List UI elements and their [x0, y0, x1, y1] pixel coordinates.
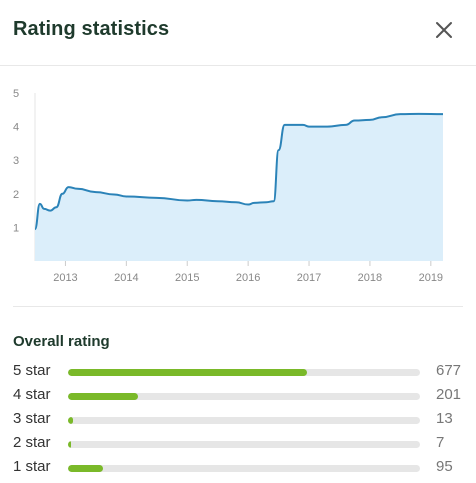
star-row: 5 star 677 — [13, 362, 463, 382]
x-tick-label: 2016 — [236, 272, 260, 284]
rating-bar-track — [68, 465, 420, 472]
star-count: 95 — [436, 458, 453, 475]
y-tick-label: 5 — [13, 88, 19, 100]
rating-bar-fill — [68, 465, 104, 472]
x-tick-label: 2013 — [53, 272, 77, 284]
close-icon — [436, 22, 452, 38]
section-divider — [13, 306, 463, 307]
star-row: 1 star 95 — [13, 458, 463, 478]
star-count: 13 — [436, 410, 453, 427]
rating-bar-track — [68, 417, 420, 424]
star-label: 3 star — [13, 410, 51, 427]
chart-svg: 5 4 3 2 1 2013 2014 2015 2016 2017 2018 2019 — [13, 88, 444, 284]
star-label: 4 star — [13, 386, 51, 403]
star-label: 5 star — [13, 362, 51, 379]
dialog-title: Rating statistics — [13, 18, 170, 40]
rating-bar-track — [68, 393, 420, 400]
rating-bar-fill — [68, 393, 139, 400]
y-tick-label: 3 — [13, 155, 19, 167]
rating-bar-fill — [68, 417, 74, 424]
rating-bar-fill — [68, 369, 308, 376]
rating-bar-fill — [68, 441, 71, 448]
overall-rating-title: Overall rating — [13, 333, 110, 350]
rating-line — [34, 112, 444, 231]
star-count: 201 — [436, 386, 462, 403]
y-tick-label: 2 — [13, 189, 19, 201]
rating-area-fill — [35, 113, 443, 261]
x-tick-label: 2014 — [114, 272, 138, 284]
x-tick-label: 2017 — [297, 272, 321, 284]
star-count: 677 — [436, 362, 462, 379]
star-label: 2 star — [13, 434, 51, 451]
dialog-header: Rating statistics — [0, 0, 476, 66]
x-tick-label: 2015 — [175, 272, 199, 284]
rating-bar-track — [68, 441, 420, 448]
y-tick-label: 4 — [13, 122, 19, 134]
star-row: 4 star 201 — [13, 386, 463, 406]
star-row: 3 star 13 — [13, 410, 463, 430]
rating-history-chart: 5 4 3 2 1 2013 2014 2015 2016 2017 2018 2019 — [0, 66, 476, 296]
close-button[interactable] — [430, 16, 458, 44]
y-tick-label: 1 — [13, 222, 19, 234]
rating-bar-track — [68, 369, 420, 376]
star-row: 2 star 7 — [13, 434, 463, 454]
star-count: 7 — [436, 434, 445, 451]
x-tick-label: 2019 — [419, 272, 443, 284]
star-label: 1 star — [13, 458, 51, 475]
x-tick-label: 2018 — [358, 272, 382, 284]
